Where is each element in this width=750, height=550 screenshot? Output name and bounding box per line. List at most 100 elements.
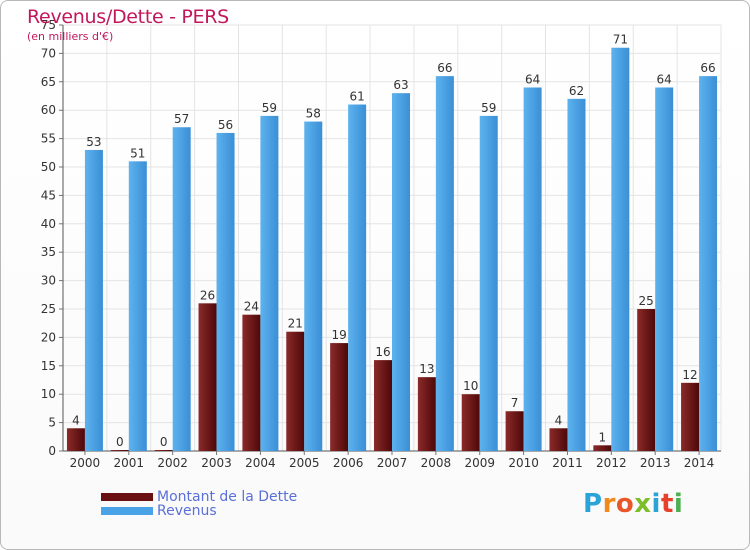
legend-item-revenus: Revenus xyxy=(101,503,217,519)
data-label: 62 xyxy=(569,84,584,98)
bar-revenus xyxy=(84,149,103,451)
y-tick-label: 5 xyxy=(48,416,56,430)
bar-revenus xyxy=(260,115,279,451)
data-label: 0 xyxy=(160,435,168,449)
data-label: 61 xyxy=(349,90,364,104)
data-label: 71 xyxy=(613,33,628,47)
chart-title: Revenus/Dette - PERS xyxy=(27,6,229,28)
data-label: 4 xyxy=(72,413,80,427)
bar-dette xyxy=(417,377,436,451)
y-tick-label: 30 xyxy=(41,274,56,288)
legend-swatch-revenus xyxy=(101,507,153,515)
legend-item-dette: Montant de la Dette xyxy=(101,489,297,505)
bar-dette xyxy=(505,411,524,451)
x-tick-label: 2009 xyxy=(464,456,495,470)
bar-dette xyxy=(154,450,173,451)
bar-dette xyxy=(66,428,85,451)
x-tick-label: 2013 xyxy=(640,456,671,470)
y-tick-label: 75 xyxy=(41,18,56,32)
data-label: 24 xyxy=(244,300,259,314)
y-tick-label: 25 xyxy=(41,302,56,316)
y-tick-label: 65 xyxy=(41,75,56,89)
data-label: 53 xyxy=(86,135,101,149)
data-label: 56 xyxy=(218,118,233,132)
data-label: 64 xyxy=(657,72,672,86)
bar-revenus xyxy=(128,161,147,451)
y-tick-label: 40 xyxy=(41,217,56,231)
data-label: 21 xyxy=(288,317,303,331)
y-tick-label: 10 xyxy=(41,387,56,401)
y-tick-label: 35 xyxy=(41,245,56,259)
x-tick-label: 2014 xyxy=(684,456,715,470)
data-label: 58 xyxy=(306,107,321,121)
y-tick-label: 60 xyxy=(41,103,56,117)
bar-dette xyxy=(198,303,217,451)
bar-dette xyxy=(593,445,612,451)
x-tick-label: 2000 xyxy=(70,456,101,470)
bar-revenus xyxy=(216,132,235,452)
data-label: 51 xyxy=(130,146,145,160)
bar-revenus xyxy=(479,115,498,451)
data-label: 66 xyxy=(437,61,452,75)
data-label: 13 xyxy=(419,362,434,376)
bar-revenus xyxy=(304,121,323,451)
x-tick-label: 2001 xyxy=(114,456,145,470)
x-tick-label: 2002 xyxy=(157,456,188,470)
data-label: 64 xyxy=(525,72,540,86)
data-label: 12 xyxy=(682,368,697,382)
bar-dette xyxy=(461,394,480,451)
bar-revenus xyxy=(611,47,630,451)
bar-dette xyxy=(286,331,305,451)
data-label: 57 xyxy=(174,112,189,126)
data-label: 7 xyxy=(511,396,519,410)
bar-revenus xyxy=(567,98,586,451)
chart-subtitle: (en milliers d'€) xyxy=(27,30,114,43)
x-tick-label: 2005 xyxy=(289,456,320,470)
x-tick-label: 2010 xyxy=(508,456,539,470)
y-tick-label: 0 xyxy=(48,444,56,458)
x-tick-label: 2007 xyxy=(377,456,408,470)
bar-dette xyxy=(110,450,129,451)
data-label: 59 xyxy=(481,101,496,115)
data-label: 66 xyxy=(700,61,715,75)
x-tick-label: 2006 xyxy=(333,456,364,470)
data-label: 25 xyxy=(639,294,654,308)
y-tick-label: 70 xyxy=(41,46,56,60)
data-label: 16 xyxy=(375,345,390,359)
data-label: 63 xyxy=(393,78,408,92)
y-tick-label: 55 xyxy=(41,132,56,146)
bar-revenus xyxy=(172,127,191,452)
bar-revenus xyxy=(655,87,674,451)
legend-label-dette: Montant de la Dette xyxy=(157,489,298,505)
data-label: 26 xyxy=(200,288,215,302)
data-label: 59 xyxy=(262,101,277,115)
data-label: 4 xyxy=(555,413,563,427)
bar-revenus xyxy=(699,76,718,452)
bar-dette xyxy=(242,314,261,451)
bar-revenus xyxy=(435,76,454,452)
data-label: 10 xyxy=(463,379,478,393)
y-tick-label: 20 xyxy=(41,330,56,344)
x-tick-label: 2008 xyxy=(421,456,452,470)
x-tick-label: 2012 xyxy=(596,456,627,470)
y-tick-label: 15 xyxy=(41,359,56,373)
data-label: 0 xyxy=(116,435,124,449)
bar-dette xyxy=(374,360,392,451)
proxiti-logo: Proxiti xyxy=(583,489,684,519)
x-tick-label: 2011 xyxy=(552,456,583,470)
bar-dette xyxy=(681,382,700,451)
x-tick-label: 2004 xyxy=(245,456,276,470)
data-label: 19 xyxy=(331,328,346,342)
bar-dette xyxy=(330,343,349,451)
legend-swatch-dette xyxy=(101,493,153,501)
bar-dette xyxy=(637,309,656,451)
y-tick-label: 45 xyxy=(41,188,56,202)
data-label: 1 xyxy=(599,430,607,444)
legend-label-revenus: Revenus xyxy=(157,503,217,519)
bar-revenus xyxy=(392,93,410,451)
y-tick-label: 50 xyxy=(41,160,56,174)
bar-dette xyxy=(549,428,568,451)
bar-revenus xyxy=(348,104,367,452)
